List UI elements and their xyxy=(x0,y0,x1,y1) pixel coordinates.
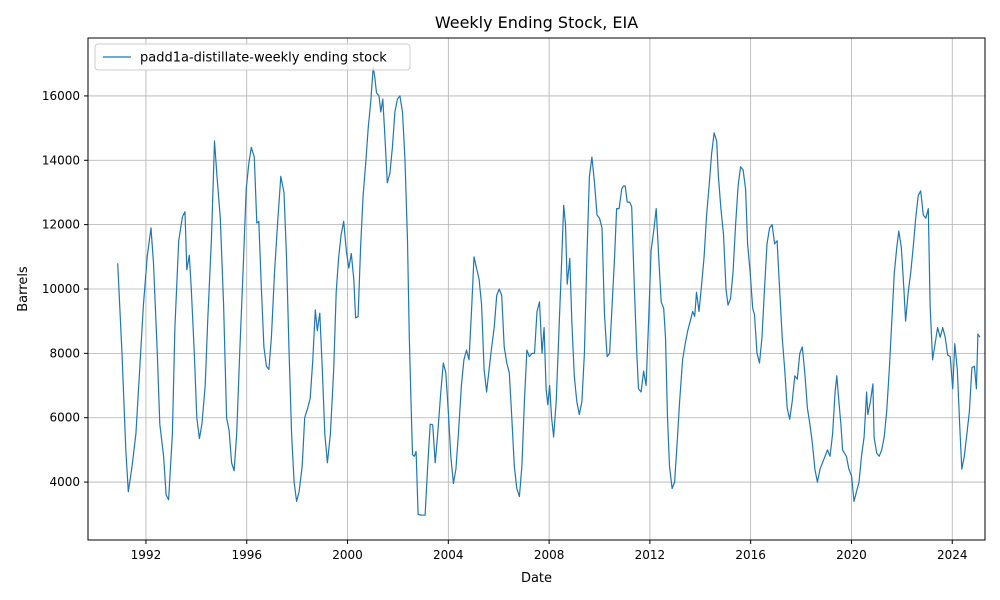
legend: padd1a-distillate-weekly ending stock xyxy=(94,43,411,71)
x-axis-label: Date xyxy=(521,571,552,586)
y-tick-label: 14000 xyxy=(42,153,80,167)
x-tick-label: 2008 xyxy=(534,548,565,562)
legend-box xyxy=(94,43,411,71)
legend-entry: padd1a-distillate-weekly ending stock xyxy=(140,51,387,66)
y-tick-label: 8000 xyxy=(49,346,80,360)
series-line xyxy=(117,66,981,516)
x-tick-label: 1996 xyxy=(231,548,262,562)
x-tick-label: 2016 xyxy=(735,548,766,562)
chart-title: Weekly Ending Stock, EIA xyxy=(435,13,638,32)
y-tick-label: 6000 xyxy=(49,411,80,425)
x-tick-label: 2004 xyxy=(433,548,464,562)
y-tick-label: 12000 xyxy=(42,218,80,232)
x-tick-label: 2020 xyxy=(836,548,867,562)
x-tick-label: 2012 xyxy=(635,548,666,562)
y-tick-label: 16000 xyxy=(42,89,80,103)
y-tick-label: 10000 xyxy=(42,282,80,296)
x-tick-label: 2024 xyxy=(937,548,968,562)
y-axis-label: Barrels xyxy=(16,266,31,312)
x-tick-label: 1992 xyxy=(131,548,162,562)
y-tick-label: 4000 xyxy=(49,475,80,489)
x-tick-label: 2000 xyxy=(332,548,363,562)
axis-ticks: 1992 1996 2000 2004 2008 2012 2016 2020 2024 4000… xyxy=(42,89,968,562)
